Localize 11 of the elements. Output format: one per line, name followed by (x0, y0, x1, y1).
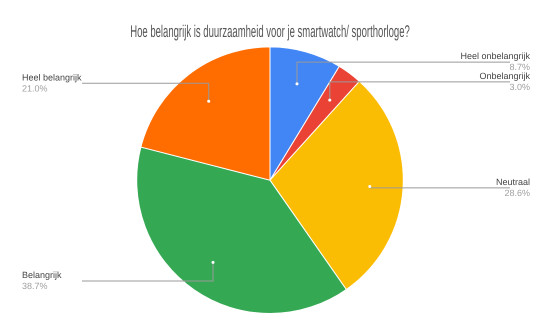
chart-title: Hoe belangrijk is duurzaamheid voor je smartwatch/ sporthorloge? (130, 22, 410, 41)
slice-label: Onbelangrijk (479, 70, 530, 81)
slice-label: Heel belangrijk (22, 72, 82, 82)
data-label: 38.7% (22, 280, 48, 291)
data-label: 28.6% (504, 188, 530, 198)
data-label: 3.0% (509, 82, 530, 92)
slice-label: Belangrijk (22, 270, 62, 280)
data-label: 8.7% (509, 62, 530, 72)
slice-label: Heel onbelangrijk (460, 51, 530, 62)
data-label: 21.0% (22, 83, 48, 94)
slice-label: Neutraal (496, 176, 530, 187)
